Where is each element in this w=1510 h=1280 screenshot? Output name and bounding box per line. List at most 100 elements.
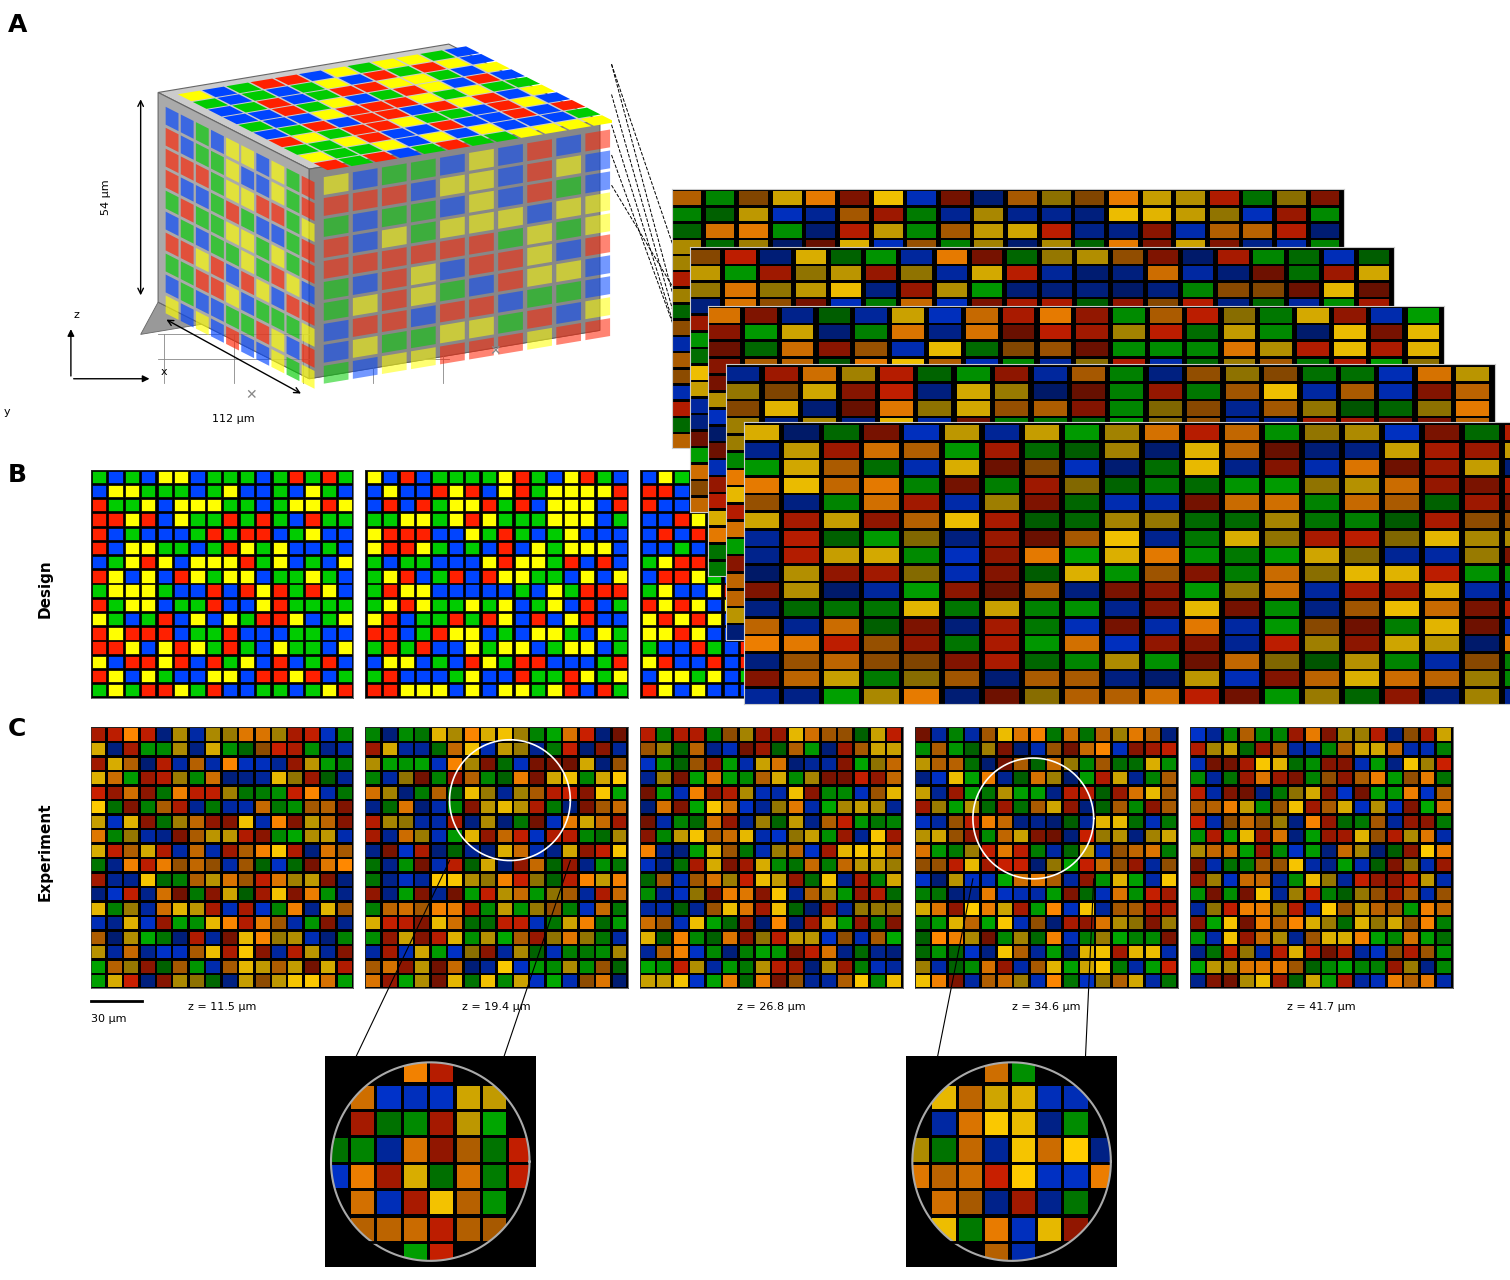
Bar [305,758,319,769]
Polygon shape [498,145,522,166]
Bar [867,431,897,445]
Bar [782,477,814,492]
Bar [513,916,528,929]
Bar [157,742,171,755]
Bar [1187,477,1219,492]
Bar [1148,415,1178,429]
Bar [1256,684,1271,696]
Bar [764,626,797,640]
Bar [399,742,412,755]
Bar [596,728,610,741]
Bar [1210,353,1238,367]
Bar [1191,655,1205,668]
Polygon shape [586,129,610,151]
Bar [690,556,705,568]
Bar [613,513,627,526]
Bar [995,573,1028,589]
Bar [1143,207,1172,221]
Bar [1065,513,1078,526]
Bar [255,960,269,973]
Bar [338,742,352,755]
Polygon shape [350,113,385,123]
Bar [1078,333,1108,347]
Bar [1039,342,1071,356]
Bar [1323,599,1336,611]
Bar [547,471,562,483]
Bar [547,655,562,668]
Bar [1037,1138,1062,1162]
Bar [672,419,701,431]
Bar [855,946,868,959]
Bar [140,859,154,872]
Bar [1148,465,1178,479]
Text: z = 41.7 μm: z = 41.7 μm [1287,1002,1356,1012]
Bar [482,527,495,540]
Bar [140,873,154,886]
Bar [1031,758,1045,769]
Bar [855,684,870,696]
Bar [785,584,818,598]
Bar [367,786,381,799]
Bar [1182,266,1214,280]
Bar [864,689,898,704]
Bar [288,902,302,915]
Bar [92,815,106,828]
Bar [1290,541,1305,554]
Bar [888,902,901,915]
Bar [1113,465,1143,479]
Bar [1407,461,1439,475]
Bar [1065,599,1078,611]
Bar [190,541,205,554]
Bar [190,815,204,828]
Bar [580,932,593,943]
Bar [1072,384,1105,398]
Bar [707,975,720,987]
Bar [288,873,302,886]
Bar [1341,591,1374,605]
Bar [917,556,930,568]
Polygon shape [226,305,239,329]
Bar [1072,366,1105,381]
Bar [580,684,595,696]
Bar [855,599,870,611]
Bar [1385,636,1419,652]
Bar [1031,499,1045,511]
Bar [806,585,820,596]
Bar [1145,513,1179,527]
Bar [933,513,947,526]
Bar [965,627,980,640]
Bar [972,431,1003,445]
Bar [867,465,897,479]
Bar [255,801,269,813]
Bar [1379,488,1412,502]
Bar [782,426,814,440]
Bar [757,613,770,625]
Bar [530,728,544,741]
Bar [723,873,737,886]
Bar [998,975,1012,987]
Polygon shape [382,269,406,291]
Bar [1072,522,1105,536]
Bar [1081,471,1095,483]
Bar [1223,932,1237,943]
Bar [1273,641,1288,654]
Bar [1176,353,1205,367]
Bar [725,498,755,512]
Polygon shape [353,232,378,253]
Bar [415,627,430,640]
Bar [966,393,998,407]
Bar [257,669,270,682]
Bar [1323,585,1336,596]
Bar [140,599,156,611]
Bar [547,829,560,842]
Bar [157,916,171,929]
Bar [936,383,966,397]
Bar [367,684,381,696]
Bar [840,385,868,399]
Bar [223,585,237,596]
Polygon shape [556,282,581,303]
Bar [1371,376,1403,390]
Polygon shape [423,101,459,111]
Bar [744,545,776,559]
Bar [723,888,737,900]
